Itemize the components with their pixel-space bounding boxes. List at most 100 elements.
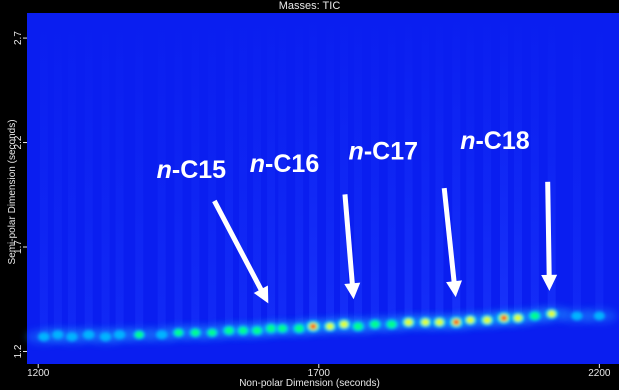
annotation-suffix: -C18 — [475, 127, 529, 155]
peak-20 — [351, 321, 365, 332]
x-axis: 1200 1700 2200 — [27, 364, 611, 379]
streak — [53, 13, 62, 335]
y-axis: 1.2 1.7 2.2 2.7 — [13, 31, 27, 358]
arrow-17 — [441, 187, 462, 298]
peak-0 — [38, 332, 50, 342]
peak-12 — [236, 325, 250, 336]
streak — [253, 13, 262, 331]
annotation-label-16: n-C16 — [250, 150, 319, 178]
streak — [435, 13, 444, 323]
arrow-15 — [212, 199, 269, 304]
y-tick-label: 1.2 — [13, 344, 24, 358]
annotation-label-18: n-C18 — [460, 127, 530, 155]
peak-7 — [155, 330, 168, 340]
annotation-labels: n-C15 n-C16 n-C17 n-C18 — [157, 127, 530, 184]
peak-6 — [133, 330, 146, 340]
peak-2 — [66, 332, 78, 342]
peak-23 — [401, 316, 416, 328]
streak — [39, 13, 48, 337]
peak-9 — [189, 327, 202, 338]
streak — [101, 13, 110, 337]
peak-5 — [113, 330, 126, 340]
annotation-suffix: -C16 — [265, 150, 319, 178]
streak — [67, 13, 76, 337]
annotation-suffix: -C15 — [172, 156, 226, 184]
streak — [513, 13, 522, 319]
x-tick-label: 1200 — [27, 368, 50, 379]
vertical-streaks — [39, 13, 604, 337]
peak-34 — [593, 311, 605, 321]
streak — [340, 13, 349, 325]
streak — [225, 13, 234, 331]
peak-8 — [172, 327, 185, 338]
streak — [370, 13, 379, 325]
annotation-suffix: -C17 — [364, 137, 418, 165]
peak-25 — [432, 316, 447, 328]
streak — [354, 13, 363, 327]
streak — [547, 13, 556, 314]
streak — [466, 13, 475, 321]
streak — [595, 13, 604, 316]
peak-21 — [368, 319, 382, 330]
peak-15 — [275, 323, 289, 334]
peak-24 — [418, 317, 433, 328]
streak — [421, 13, 430, 323]
streak — [239, 13, 248, 331]
streak — [115, 13, 124, 335]
peak-layer — [38, 308, 605, 342]
streak — [499, 13, 508, 319]
peak-33 — [571, 311, 583, 321]
streak — [483, 13, 492, 321]
streak — [174, 13, 183, 333]
streak — [295, 13, 304, 329]
annotation-prefix: n — [250, 150, 265, 178]
peak-30 — [510, 312, 526, 324]
x-tick-label: 2200 — [588, 368, 611, 379]
peak-10 — [206, 327, 219, 338]
streak — [157, 13, 166, 335]
y-tick-label: 2.2 — [13, 135, 24, 149]
streak — [387, 13, 396, 325]
chart-title: Masses: TIC — [278, 0, 341, 12]
peak-16 — [292, 323, 306, 334]
y-tick-label: 2.7 — [13, 31, 24, 45]
peak-31 — [528, 310, 542, 322]
annotation-label-17: n-C17 — [349, 137, 418, 165]
peak-19 — [336, 318, 352, 330]
peak-27 — [463, 314, 478, 326]
streak — [404, 13, 413, 323]
x-tick-label: 1700 — [308, 368, 331, 379]
peak-18 — [323, 321, 337, 332]
streak — [208, 13, 217, 333]
annotation-prefix: n — [349, 137, 364, 165]
x-axis-label: Non-polar Dimension (seconds) — [239, 378, 380, 389]
streak — [309, 13, 318, 327]
peak-11 — [222, 325, 236, 336]
streak — [572, 13, 581, 316]
streak — [84, 13, 93, 335]
peak-13 — [250, 325, 264, 336]
streak — [452, 13, 461, 323]
peak-28 — [480, 314, 495, 326]
annotation-label-15: n-C15 — [157, 156, 227, 184]
streak — [530, 13, 539, 316]
streak — [326, 13, 335, 327]
peak-26 — [448, 316, 464, 329]
peak-22 — [385, 319, 399, 330]
y-axis-label: Semi-polar Dimension (seconds) — [7, 119, 18, 265]
peak-4 — [99, 332, 112, 342]
peak-29 — [495, 312, 512, 325]
streak — [191, 13, 200, 333]
streak — [267, 13, 276, 329]
y-tick-label: 1.7 — [13, 240, 24, 254]
arrow-18 — [541, 181, 558, 291]
peak-3 — [82, 330, 95, 340]
arrow-16 — [342, 194, 361, 300]
peak-14 — [264, 323, 278, 334]
annotation-prefix: n — [460, 127, 475, 155]
peak-17 — [305, 320, 322, 333]
peak-32 — [544, 308, 559, 320]
peak-1 — [52, 330, 64, 340]
streak — [278, 13, 287, 329]
